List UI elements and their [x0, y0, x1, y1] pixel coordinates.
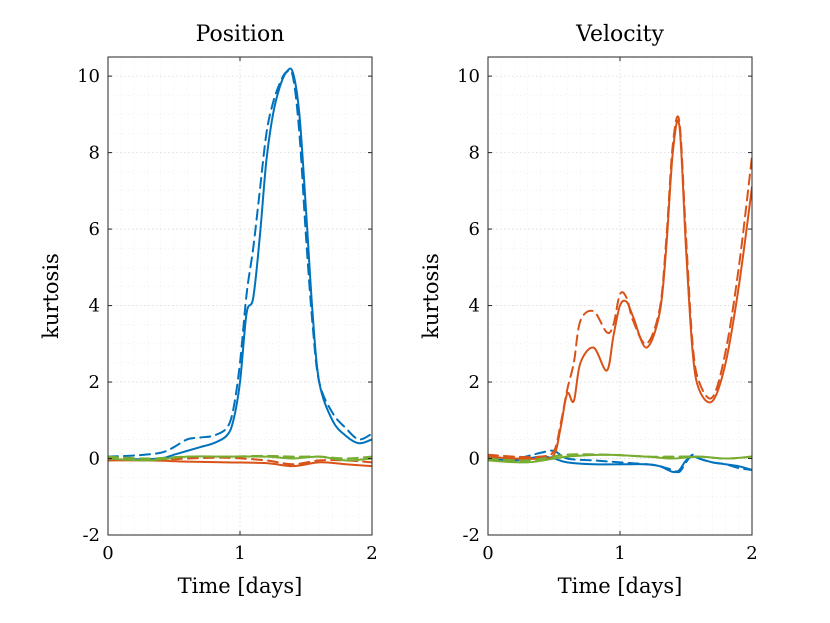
y-tick-label: 2 [89, 372, 100, 393]
y-axis-label: kurtosis [419, 253, 443, 339]
series-line-6 [488, 453, 752, 462]
y-tick-label: 2 [469, 372, 480, 393]
series-line-6 [108, 454, 372, 460]
y-tick-label: 6 [469, 219, 480, 240]
y-tick-label: 0 [469, 449, 480, 470]
x-tick-label: 1 [234, 543, 245, 564]
x-tick-label: 0 [102, 543, 113, 564]
x-tick-label: 1 [614, 543, 625, 564]
y-axis-label: kurtosis [39, 253, 63, 339]
y-tick-label: 4 [469, 296, 480, 317]
y-tick-label: 6 [89, 219, 100, 240]
series-line-4 [488, 115, 752, 459]
y-tick-label: 8 [89, 143, 100, 164]
series-line-5 [108, 455, 372, 462]
chart-title: Position [196, 22, 285, 47]
x-axis-label: Time [days] [558, 574, 683, 598]
series-line-2 [108, 68, 372, 458]
y-tick-label: 8 [469, 143, 480, 164]
x-tick-label: 2 [746, 543, 757, 564]
y-tick-label: 10 [77, 66, 100, 87]
x-tick-label: 0 [482, 543, 493, 564]
y-tick-label: 4 [89, 296, 100, 317]
series-group [488, 115, 752, 474]
grid [107, 56, 373, 536]
chart-title: Velocity [575, 22, 664, 47]
x-tick-label: 2 [366, 543, 377, 564]
x-axis-label: Time [days] [178, 574, 303, 598]
y-tick-label: -2 [82, 525, 100, 546]
series-group [108, 67, 372, 468]
y-tick-label: 0 [89, 449, 100, 470]
y-tick-label: 10 [457, 66, 480, 87]
y-tick-label: -2 [462, 525, 480, 546]
